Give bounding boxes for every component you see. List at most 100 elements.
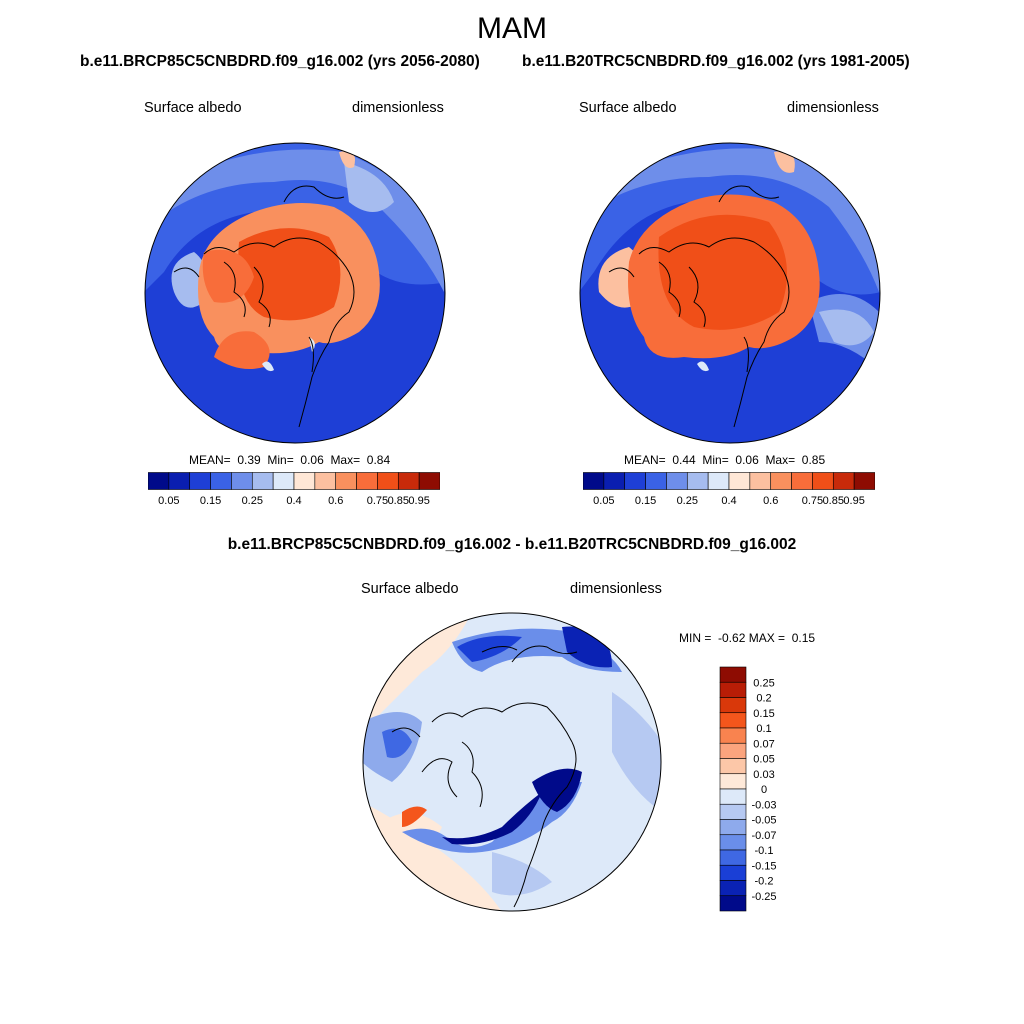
diff-variable-label: Surface albedo [361, 581, 459, 597]
left-colorbar-box [314, 472, 337, 490]
right-mean-label: MEAN= [624, 453, 666, 467]
right-polar-map [579, 142, 881, 444]
diff-min-value: -0.62 [718, 631, 746, 645]
right-colorbar-label: 0.05 [593, 495, 614, 507]
diff-colorbar-box [719, 773, 747, 790]
figure-title: MAM [477, 12, 547, 45]
right-colorbar-box [624, 472, 646, 490]
left-variable-label: Surface albedo [144, 100, 242, 116]
right-colorbar-box [666, 472, 688, 490]
diff-colorbar-label: 0.1 [756, 723, 771, 735]
diff-colorbar-box [719, 864, 747, 881]
left-units-label: dimensionless [352, 100, 444, 116]
left-colorbar-box [148, 472, 170, 490]
diff-colorbar-box [719, 895, 747, 912]
right-colorbar-label: 0.75 [802, 495, 823, 507]
diff-colorbar-box [719, 819, 747, 836]
right-colorbar-box [583, 472, 605, 490]
right-mean-value: 0.44 [672, 453, 696, 467]
diff-colorbar-label: -0.15 [751, 860, 776, 872]
diff-colorbar-box [719, 666, 747, 683]
right-max-label: Max= [765, 453, 796, 467]
left-max-label: Max= [330, 453, 361, 467]
diff-colorbar-box [719, 758, 747, 775]
right-colorbar-box [812, 472, 834, 490]
right-colorbar-box [749, 472, 772, 490]
diff-stats: MIN = -0.62 MAX = 0.15 [679, 631, 815, 645]
right-colorbar-box [707, 472, 730, 490]
diff-max-label: MAX = [748, 631, 786, 645]
left-colorbar-box [377, 472, 399, 490]
right-colorbar-box [686, 472, 709, 490]
right-variable-label: Surface albedo [579, 100, 677, 116]
left-colorbar-label: 0.25 [242, 495, 263, 507]
diff-colorbar-box [719, 712, 747, 729]
right-colorbar-box [728, 472, 751, 490]
left-colorbar-box [251, 472, 274, 490]
right-colorbar-label: 0.6 [763, 495, 778, 507]
left-colorbar-label: 0.85 [388, 495, 409, 507]
right-colorbar-label: 0.25 [677, 495, 698, 507]
left-min-value: 0.06 [300, 453, 324, 467]
diff-colorbar-label: -0.03 [751, 799, 776, 811]
left-colorbar-box [189, 472, 211, 490]
right-panel-title: b.e11.B20TRC5CNBDRD.f09_g16.002 (yrs 198… [522, 53, 910, 70]
right-colorbar [583, 472, 875, 490]
left-colorbar-box [293, 472, 316, 490]
right-colorbar-box [645, 472, 667, 490]
right-min-value: 0.06 [735, 453, 759, 467]
left-mean-value: 0.39 [237, 453, 261, 467]
left-colorbar-box [210, 472, 232, 490]
left-max-value: 0.84 [366, 453, 391, 467]
right-units-label: dimensionless [787, 100, 879, 116]
left-colorbar-labels: 0.05 0.15 0.25 0.4 0.6 0.75 0.85 0.95 [158, 495, 430, 507]
left-colorbar-label: 0.15 [200, 495, 221, 507]
diff-units-label: dimensionless [570, 581, 662, 597]
right-colorbar-box [791, 472, 813, 490]
left-colorbar-box [397, 472, 420, 490]
diff-colorbar: 0.25 0.2 0.15 0.1 0.07 0.05 0.03 0 -0.03 -0.05 -0.… [719, 666, 777, 912]
left-colorbar-label: 0.6 [328, 495, 343, 507]
right-colorbar-label: 0.95 [843, 495, 864, 507]
left-colorbar-box [231, 472, 253, 490]
left-polar-map [144, 142, 446, 444]
diff-colorbar-box [719, 880, 747, 897]
diff-colorbar-label: 0.05 [753, 754, 774, 766]
diff-colorbar-label: 0.2 [756, 693, 771, 705]
left-colorbar [148, 472, 440, 490]
diff-colorbar-box [719, 803, 747, 820]
left-colorbar-label: 0.95 [408, 495, 429, 507]
left-colorbar-label: 0.05 [158, 495, 179, 507]
diff-max-value: 0.15 [791, 631, 816, 645]
right-colorbar-label: 0.15 [635, 495, 656, 507]
diff-colorbar-label: -0.1 [755, 845, 774, 857]
diff-colorbar-label: -0.25 [751, 891, 776, 903]
diff-colorbar-box [719, 849, 747, 866]
left-colorbar-box [418, 472, 440, 490]
right-colorbar-box [832, 472, 855, 490]
right-colorbar-box [770, 472, 792, 490]
diff-colorbar-label: 0.03 [753, 769, 774, 781]
left-colorbar-box [356, 472, 378, 490]
diff-colorbar-label: -0.05 [751, 815, 776, 827]
diff-colorbar-label: 0.25 [753, 677, 774, 689]
left-stats: MEAN= 0.39 Min= 0.06 Max= 0.84 [189, 453, 390, 467]
left-min-label: Min= [267, 453, 294, 467]
right-colorbar-box [603, 472, 626, 490]
diff-colorbar-box [719, 742, 747, 759]
right-max-value: 0.85 [801, 453, 826, 467]
left-colorbar-label: 0.4 [286, 495, 301, 507]
diff-colorbar-box [719, 681, 747, 698]
diff-polar-map [362, 612, 662, 912]
left-colorbar-box [335, 472, 357, 490]
diff-colorbar-box [719, 697, 747, 714]
diff-min-label: MIN = [679, 631, 712, 645]
diff-colorbar-box [719, 727, 747, 744]
left-colorbar-label: 0.75 [367, 495, 388, 507]
diff-colorbar-label: -0.2 [755, 876, 774, 888]
right-colorbar-label: 0.85 [823, 495, 844, 507]
right-colorbar-label: 0.4 [721, 495, 736, 507]
diff-panel-title: b.e11.BRCP85C5CNBDRD.f09_g16.002 - b.e11… [227, 536, 797, 553]
right-stats: MEAN= 0.44 Min= 0.06 Max= 0.85 [624, 453, 825, 467]
diff-colorbar-label: -0.07 [751, 830, 776, 842]
